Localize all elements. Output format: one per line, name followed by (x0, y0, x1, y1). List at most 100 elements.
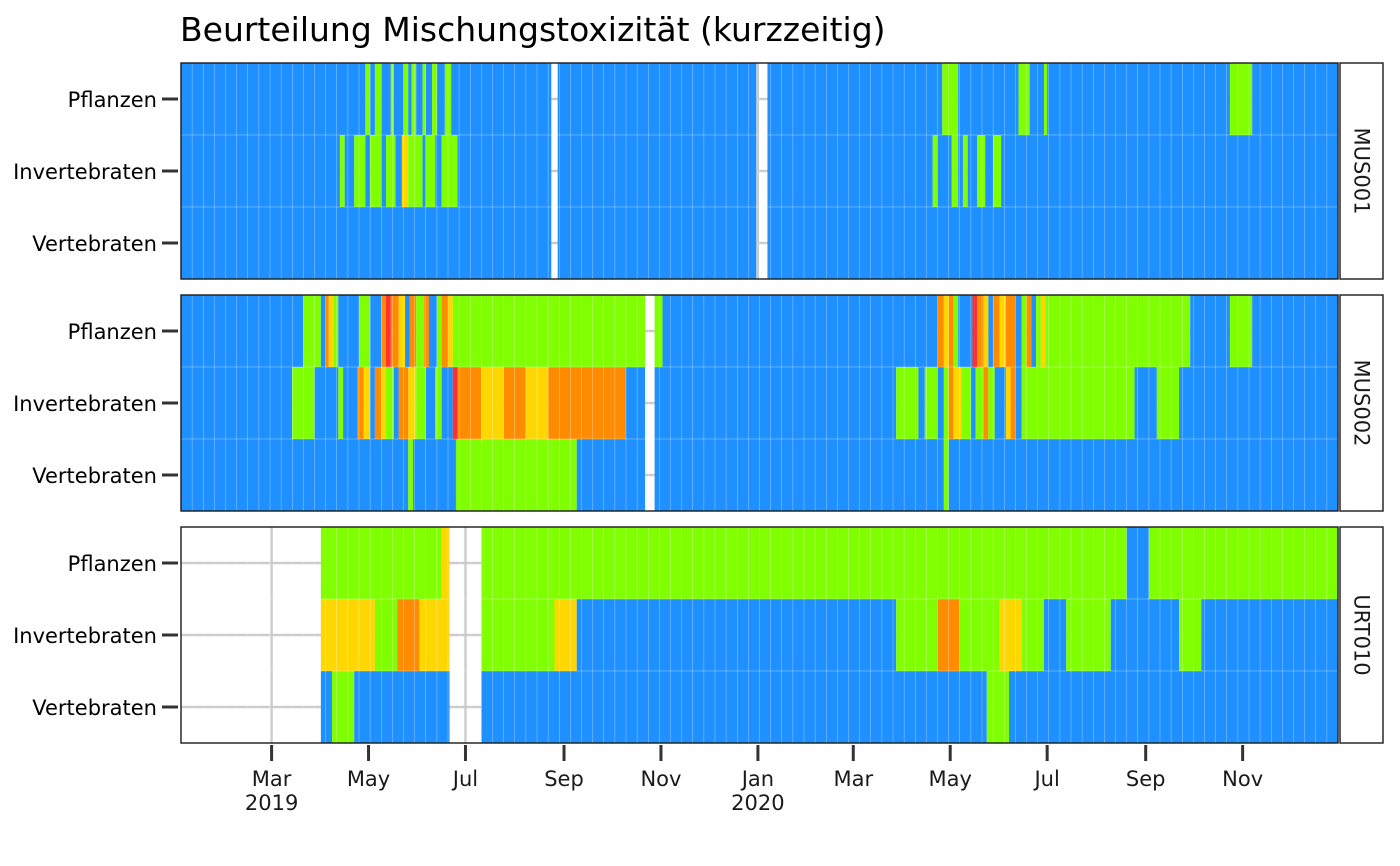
heatmap-cell (943, 295, 949, 367)
heatmap-cell (1021, 367, 1135, 439)
heatmap-cell (937, 367, 944, 439)
heatmap-cell (452, 295, 646, 367)
heatmap-cell (767, 63, 943, 135)
heatmap-cell (339, 135, 345, 207)
heatmap-cell (948, 367, 954, 439)
heatmap-cell (953, 295, 959, 367)
heatmap-cell (481, 527, 485, 599)
heatmap-cell (554, 599, 577, 671)
heatmap-cell (386, 135, 396, 207)
heatmap-cell (408, 367, 417, 439)
heatmap-cell (1148, 527, 1339, 599)
x-tick-label: Jan (740, 767, 774, 791)
heatmap-cell (370, 295, 382, 367)
heatmap-cell (374, 599, 398, 671)
heatmap-cell (333, 295, 339, 367)
heatmap-cell (937, 135, 952, 207)
heatmap-cell (393, 63, 404, 135)
heatmap-cell (948, 295, 954, 367)
heatmap-cell (181, 207, 552, 279)
heatmap-cell (970, 367, 976, 439)
heatmap-cell (416, 367, 426, 439)
y-tick-label: Invertebraten (13, 624, 157, 648)
heatmap-cell (416, 63, 423, 135)
heatmap-cell (959, 599, 1000, 671)
heatmap-cell (767, 207, 1338, 279)
heatmap-cell (967, 135, 978, 207)
heatmap-cell (435, 135, 442, 207)
heatmap-cell (1043, 63, 1048, 135)
heatmap-cell (441, 367, 453, 439)
x-tick-year-label: 2019 (245, 791, 298, 815)
heatmap-cell (390, 295, 399, 367)
heatmap-cell (1156, 367, 1180, 439)
heatmap-cell (422, 63, 426, 135)
heatmap-cell (654, 439, 944, 511)
x-tick-label: Nov (1222, 767, 1263, 791)
heatmap-cell (1026, 295, 1032, 367)
heatmap-cell (320, 295, 326, 367)
panel-urt010: Pflanzen Invertebraten Vertebraten URT010 (13, 526, 1384, 744)
heatmap-cell (181, 63, 366, 135)
heatmap-cell (303, 295, 321, 367)
heatmap-cell (408, 135, 423, 207)
x-tick-label: Jul (1032, 767, 1059, 791)
heatmap-cell (1201, 599, 1338, 671)
heatmap-cell (401, 135, 409, 207)
heatmap-cell (425, 63, 433, 135)
heatmap-cell (1036, 295, 1041, 367)
heatmap-cell (962, 135, 968, 207)
heatmap-cell (557, 63, 757, 135)
heatmap-cell (457, 367, 482, 439)
heatmap-cell (948, 439, 1339, 511)
heatmap-cell (398, 295, 406, 367)
heatmap-cell (918, 367, 925, 439)
heatmap-cell (576, 439, 646, 511)
x-tick-label: Jul (451, 767, 478, 791)
heatmap-cell (181, 439, 409, 511)
y-tick-label: Pflanzen (68, 552, 157, 576)
panel-mus002: Pflanzen Invertebraten Vertebraten MUS002 (13, 294, 1384, 512)
heatmap-cell (557, 135, 757, 207)
facet-strip-label: MUS001 (1350, 128, 1374, 215)
x-tick-label: May (929, 767, 972, 791)
heatmap-cell (977, 135, 986, 207)
y-tick-label: Vertebraten (32, 232, 157, 256)
heatmap-cell (896, 599, 938, 671)
heatmap-cell (343, 367, 358, 439)
x-tick-label: Nov (640, 767, 681, 791)
heatmap-cell (958, 135, 963, 207)
heatmap-cell (985, 135, 994, 207)
panels: Pflanzen Invertebraten Vertebraten MUS001 Pf… (13, 62, 1384, 744)
heatmap-cell (988, 295, 994, 367)
heatmap-cell (1015, 367, 1022, 439)
heatmap-cell (331, 671, 355, 743)
heatmap-cell (370, 63, 375, 135)
heatmap-cell (896, 367, 919, 439)
heatmap-cell (314, 367, 339, 439)
heatmap-cell (451, 63, 552, 135)
heatmap-cell (357, 367, 364, 439)
heatmap-cell (576, 599, 897, 671)
y-tick-label: Pflanzen (68, 320, 157, 344)
heatmap-cell (1190, 295, 1230, 367)
heatmap-cell (338, 367, 344, 439)
panel-border (180, 294, 1339, 512)
heatmap-cell (977, 295, 984, 367)
chart-title: Beurteilung Mischungstoxizität (kurzzeit… (180, 10, 886, 49)
heatmap-cell (432, 63, 437, 135)
heatmap-cell (1005, 295, 1016, 367)
x-tick-label: May (347, 767, 390, 791)
heatmap-cell (924, 367, 938, 439)
heatmap-cell (662, 295, 938, 367)
tile-separators (180, 63, 1328, 279)
heatmap-cell (1043, 599, 1067, 671)
heatmap-cell (958, 63, 1019, 135)
heatmap-cell (983, 367, 989, 439)
heatmap-cell (993, 135, 1002, 207)
y-tick-label: Invertebraten (13, 392, 157, 416)
y-tick-label: Vertebraten (32, 696, 157, 720)
x-tick-label: Mar (833, 767, 873, 791)
heatmap-cell (1005, 367, 1011, 439)
